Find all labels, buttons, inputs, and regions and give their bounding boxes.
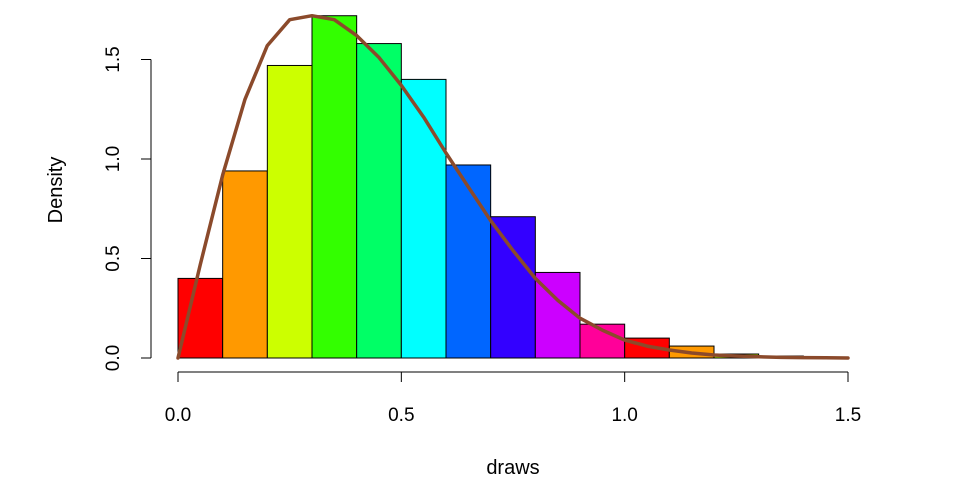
y-tick-label-3: 1.5 [103,46,124,72]
x-tick-label-0: 0.0 [165,405,191,426]
histogram-bars [177,15,804,359]
histogram-bar-1 [222,170,268,359]
x-tick-label-2: 1.0 [611,405,637,426]
x-axis-title: draws [486,457,539,479]
x-axis: 0.0 0.5 1.0 1.5 [165,371,861,426]
y-tick-label-0: 0.0 [103,345,124,371]
histogram-bar-7 [490,216,536,359]
x-tick-label-3: 1.5 [835,405,861,426]
x-tick-label-1: 0.5 [388,405,414,426]
histogram-bar-4 [356,43,402,359]
y-tick-label-2: 1.0 [103,146,124,172]
density-curve-layer [176,13,850,360]
density-curve [176,13,850,360]
y-axis: 0.0 0.5 1.0 1.5 [103,46,152,371]
histogram-bar-6 [445,164,492,359]
y-axis-title: Density [45,157,67,224]
y-tick-label-1: 0.5 [103,245,124,271]
histogram-bar-0 [177,277,224,359]
histogram-bar-3 [311,15,358,359]
histogram-bar-5 [400,78,447,359]
histogram-bar-2 [266,64,313,359]
